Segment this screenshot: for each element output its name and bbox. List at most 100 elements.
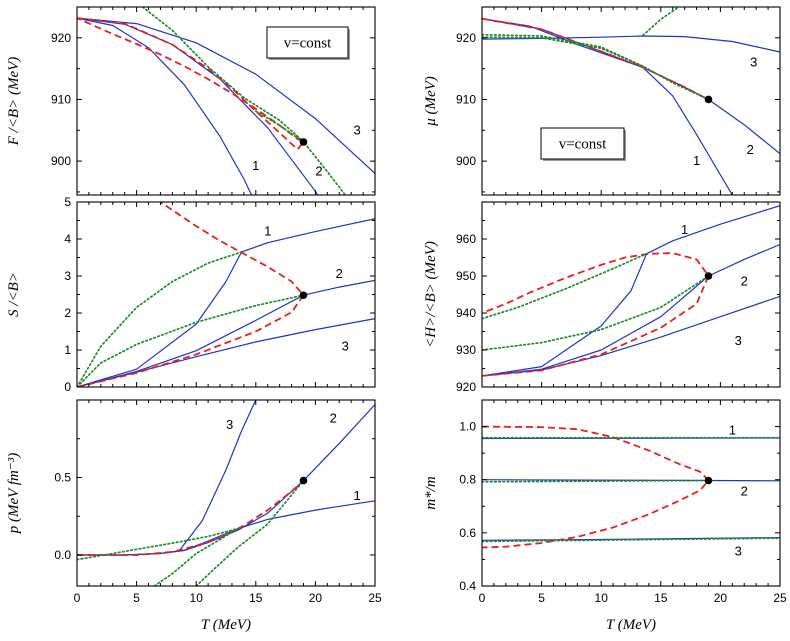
x-tick-label: 10 (190, 591, 204, 605)
curve-label: 3 (342, 338, 349, 353)
y-tick-label: 910 (456, 92, 476, 106)
x-tick-label: 25 (368, 591, 382, 605)
series-group (77, 400, 375, 586)
y-axis-label: S /<B> (6, 272, 22, 317)
series-dotted-6 (153, 527, 239, 586)
series-dashed-4 (482, 17, 709, 101)
panel-S: 0 1 2 3 4 5 S /<B> 1 2 3 (6, 195, 376, 394)
x-tick-label: 0 (479, 591, 486, 605)
panel-m: 0 5 10 15 20 25 0.4 0.6 0.8 1.0 m*/m 1 2 3 T (MeV) (423, 399, 787, 633)
series-dashed-4 (482, 252, 710, 377)
y-axis-label: m*/m (423, 476, 439, 510)
curve-label: 1 (681, 222, 688, 237)
series-group (482, 7, 780, 195)
y-tick-label: 3 (64, 269, 71, 283)
x-tick-label: 15 (249, 591, 263, 605)
series-dotted-5 (482, 252, 648, 320)
series-dotted-7 (195, 479, 305, 586)
x-tick-label: 5 (133, 591, 140, 605)
series-dotted-5 (482, 33, 710, 101)
x-tick-label: 10 (595, 591, 609, 605)
panel-p: 0 5 10 15 20 25 0.0 0.5 p (MeV fm⁻³) 1 2 3 T (MeV) (6, 399, 382, 633)
y-tick-label: 920 (456, 31, 476, 45)
x-tick-label: 20 (714, 591, 728, 605)
y-tick-label: 0.4 (459, 579, 476, 593)
plot-frame (481, 6, 781, 196)
curve-label: 2 (315, 164, 322, 179)
series-dashed-4 (482, 425, 710, 549)
curve-label: 3 (226, 417, 233, 432)
y-tick-label: 950 (456, 269, 476, 283)
curve-label: 3 (735, 543, 742, 558)
x-tick-label: 20 (309, 591, 323, 605)
curve-label: 2 (747, 142, 754, 157)
series-solid-3 (482, 205, 780, 377)
panel-mu: 900 910 920 μ (MeV) 1 2 3 v=const (423, 6, 781, 196)
x-tick-label: 0 (74, 591, 81, 605)
y-tick-label: 960 (456, 232, 476, 246)
y-tick-label: 940 (456, 306, 476, 320)
y-tick-label: 2 (64, 306, 71, 320)
y-tick-label: 0.0 (54, 548, 71, 562)
series-dotted-5 (77, 251, 243, 387)
series-dotted-6 (482, 479, 710, 483)
critical-point-marker (299, 291, 308, 300)
y-tick-label: 1 (64, 343, 71, 357)
y-tick-label: 0 (64, 380, 71, 394)
annotation-box (540, 127, 625, 160)
curve-label: 2 (741, 274, 748, 289)
y-tick-label: 920 (456, 380, 476, 394)
series-group (77, 202, 375, 387)
y-tick-label: 900 (456, 154, 476, 168)
series-solid-3 (77, 17, 253, 195)
panel-F: 900 910 920 F /<B> (MeV) 1 2 3 v=const (6, 6, 376, 196)
series-solid-1 (77, 500, 375, 556)
series-dotted-6 (482, 36, 644, 68)
curve-label: 1 (252, 158, 259, 173)
x-axis-label: T (MeV) (201, 617, 251, 633)
y-axis-label: μ (MeV) (423, 76, 439, 127)
curve-label: 2 (330, 411, 337, 426)
series-solid-3 (482, 35, 780, 53)
curve-label: 1 (264, 224, 271, 239)
curve-label: 3 (750, 54, 757, 69)
series-solid-1 (77, 17, 375, 174)
series-dashed-4 (77, 202, 305, 387)
series-dotted-6 (77, 294, 305, 387)
series-dotted-5 (141, 7, 305, 143)
series-solid-2 (77, 279, 375, 387)
critical-point-marker (704, 272, 713, 280)
y-tick-label: 0.5 (54, 471, 71, 485)
series-group (77, 7, 375, 195)
y-axis-label: F /<B> (MeV) (6, 57, 22, 147)
y-tick-label: 1.0 (459, 420, 476, 434)
y-tick-label: 0.6 (459, 526, 476, 540)
annotation-box-text: v=const (284, 36, 332, 52)
annotation-box (266, 26, 349, 59)
series-group (482, 425, 780, 549)
x-axis-label: T (MeV) (606, 617, 656, 633)
curve-label: 1 (729, 423, 736, 438)
y-tick-label: 5 (64, 195, 71, 209)
curve-label: 3 (735, 333, 742, 348)
y-tick-label: 920 (51, 31, 71, 45)
y-tick-label: 930 (456, 343, 476, 357)
y-tick-label: 4 (64, 232, 71, 246)
series-dotted-5 (77, 527, 239, 561)
series-solid-3 (77, 218, 375, 387)
series-dotted-7 (642, 7, 680, 37)
series-dotted-7 (482, 537, 780, 543)
y-tick-label: 910 (51, 92, 71, 106)
plot-frame (76, 399, 376, 587)
annotation-box-text: v=const (559, 137, 607, 153)
plot-frame (76, 6, 376, 196)
curve-label: 3 (354, 122, 361, 137)
critical-point-marker (299, 476, 308, 485)
x-tick-label: 25 (773, 591, 787, 605)
series-dashed-4 (77, 479, 305, 556)
series-solid-3 (179, 400, 257, 551)
curve-label: 2 (741, 484, 748, 499)
critical-point-marker (704, 476, 713, 485)
series-solid-2 (482, 243, 780, 377)
